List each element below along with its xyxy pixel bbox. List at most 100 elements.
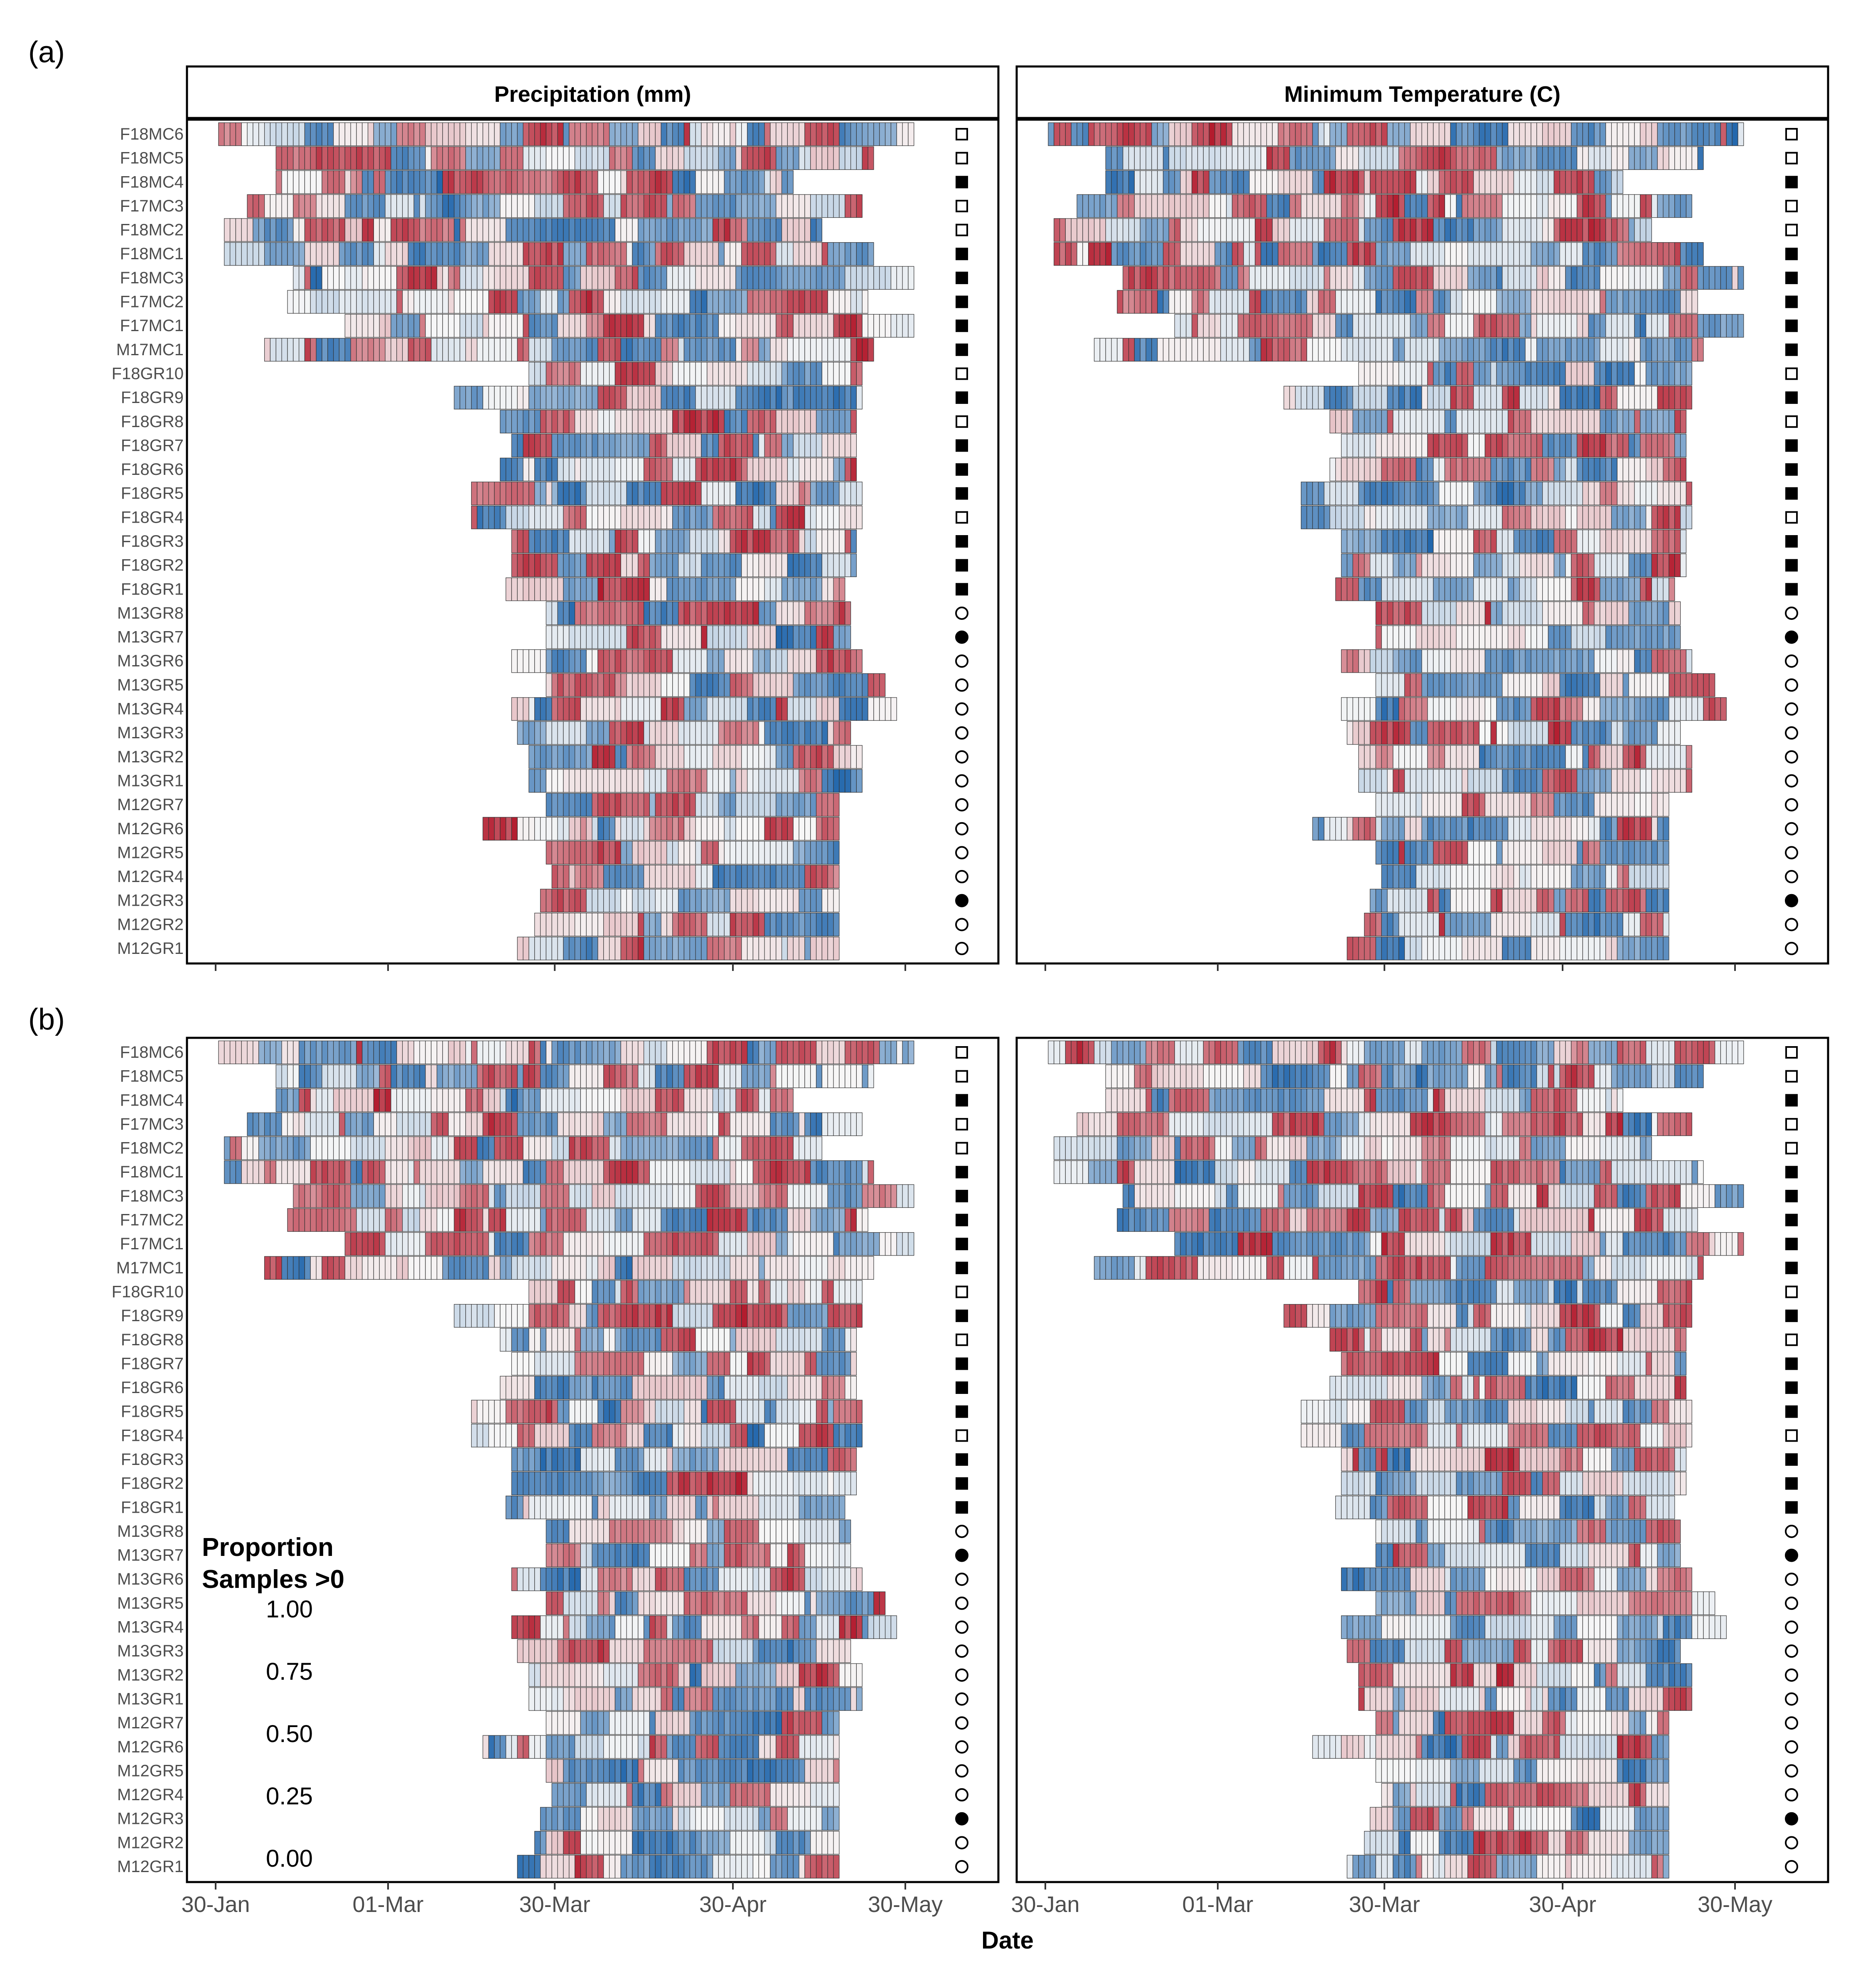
heatmap-cell [574, 817, 581, 841]
heatmap-cell [1496, 553, 1503, 577]
heatmap-cell [1421, 529, 1428, 553]
heatmap-cell [1444, 529, 1451, 553]
heatmap-cell [1611, 194, 1618, 218]
heatmap-cell [1433, 386, 1440, 410]
heatmap-cell [758, 434, 765, 457]
heatmap-cell [724, 266, 730, 290]
heatmap-cell [1312, 338, 1319, 362]
heatmap-cell [385, 242, 391, 266]
heatmap-cell [724, 745, 730, 769]
heatmap-cell [666, 721, 673, 745]
heatmap-cell [586, 386, 592, 410]
heatmap-cell [810, 290, 817, 314]
heatmap-cell [557, 697, 564, 721]
heatmap-cell [1548, 218, 1554, 242]
heatmap-cell [1496, 793, 1503, 817]
heatmap-cell [1324, 506, 1330, 529]
heatmap-cell [1622, 386, 1629, 410]
heatmap-cell [1180, 146, 1187, 170]
heatmap-cell [494, 290, 501, 314]
heatmap-cell [1341, 697, 1347, 721]
heatmap-cell [1600, 170, 1606, 194]
heatmap-cell [1381, 649, 1388, 673]
heatmap-cell [379, 338, 386, 362]
heatmap-cell [1622, 457, 1629, 482]
heatmap-cell [1559, 769, 1566, 793]
heatmap-cell [609, 170, 616, 194]
heatmap-cell [741, 625, 748, 649]
heatmap-cell [781, 338, 788, 362]
heatmap-cell [597, 410, 604, 434]
heatmap-cell [1479, 457, 1485, 482]
heatmap-cell [597, 290, 604, 314]
heatmap-cell [1444, 266, 1451, 290]
heatmap-cell [638, 721, 644, 745]
heatmap-cell [586, 506, 592, 529]
heatmap-cell [850, 122, 857, 146]
heatmap-cell [666, 290, 673, 314]
heatmap-cell [482, 482, 489, 505]
heatmap-cell [1600, 290, 1606, 314]
heatmap-cell [500, 482, 506, 505]
heatmap-cell [1427, 290, 1434, 314]
heatmap-cell [1669, 529, 1675, 553]
heatmap-cell [672, 793, 679, 817]
heatmap-cell [856, 146, 863, 170]
heatmap-cell [1203, 146, 1209, 170]
heatmap-cell [425, 170, 432, 194]
heatmap-cell [764, 529, 771, 553]
heatmap-cell [758, 266, 765, 290]
heatmap-cell [1559, 218, 1566, 242]
heatmap-cell [1375, 649, 1382, 673]
heatmap-cell [632, 721, 639, 745]
heatmap-cell [614, 482, 621, 505]
heatmap-cell [1192, 194, 1198, 218]
heatmap-cell [638, 745, 644, 769]
heatmap-cell [1571, 242, 1578, 266]
heatmap-cell [408, 338, 414, 362]
heatmap-cell [523, 242, 529, 266]
heatmap-cell [546, 410, 552, 434]
heatmap-cell [718, 314, 725, 338]
heatmap-cell [1726, 266, 1733, 290]
heatmap-cell [741, 889, 748, 912]
heatmap-cell [1622, 410, 1629, 434]
heatmap-cell [1111, 218, 1118, 242]
heatmap-cell [1393, 314, 1399, 338]
heatmap-cell [1674, 146, 1681, 170]
heatmap-cell [827, 457, 834, 482]
heatmap-cell [1542, 386, 1549, 410]
heatmap-cell [1479, 122, 1485, 146]
heatmap-cell [1214, 314, 1221, 338]
heatmap-cell [1496, 457, 1503, 482]
heatmap-cell [1467, 601, 1474, 625]
heatmap-cell [1582, 242, 1589, 266]
heatmap-cell [1507, 625, 1514, 649]
heatmap-cell [643, 338, 650, 362]
heatmap-cell [362, 194, 369, 218]
heatmap-cell [672, 194, 679, 218]
heatmap-cell [1421, 122, 1428, 146]
heatmap-cell [1507, 266, 1514, 290]
heatmap-cell [1197, 266, 1204, 290]
heatmap-cell [712, 194, 719, 218]
heatmap-cell [1416, 290, 1422, 314]
heatmap-cell [661, 721, 667, 745]
heatmap-cell [845, 482, 851, 505]
heatmap-cell [316, 266, 322, 290]
heatmap-cell [1128, 146, 1135, 170]
heatmap-cell [1318, 122, 1325, 146]
heatmap-cell [678, 362, 685, 386]
heatmap-cell [1456, 266, 1462, 290]
heatmap-cell [1410, 745, 1416, 769]
heatmap-cell [287, 218, 294, 242]
heatmap-cell [1565, 793, 1572, 817]
heatmap-cell [270, 122, 276, 146]
heatmap-cell [1416, 434, 1422, 457]
heatmap-cell [827, 697, 834, 721]
heatmap-cell [511, 506, 518, 529]
heatmap-cell [597, 529, 604, 553]
heatmap-cell [712, 625, 719, 649]
heatmap-cell [845, 146, 851, 170]
heatmap-cell [1467, 266, 1474, 290]
